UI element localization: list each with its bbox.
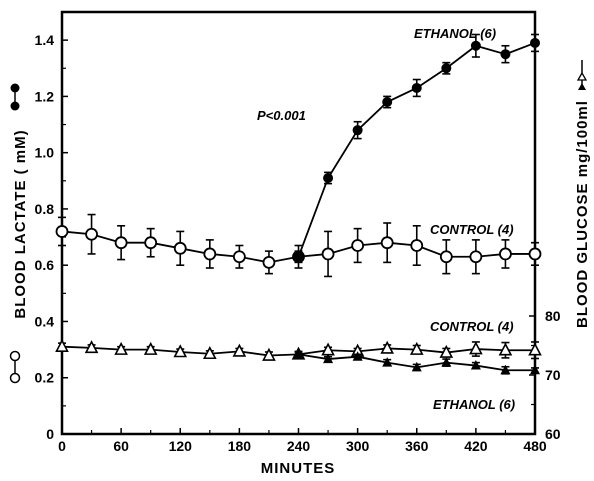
data-point	[380, 340, 395, 354]
series-1	[293, 33, 540, 264]
data-point	[382, 97, 393, 108]
series-3	[293, 348, 540, 375]
lactate-legend-open-bottom	[9, 372, 21, 384]
lactate-legend-open-top	[9, 350, 21, 362]
y-right-tick-label: 80	[545, 308, 561, 324]
glucose-legend-filled-triangle	[578, 83, 586, 90]
data-point	[293, 348, 304, 359]
annotation-ethanol-lactate: ETHANOL (6)	[414, 26, 496, 41]
data-point	[439, 344, 454, 358]
x-tick-label: 240	[287, 438, 311, 454]
lactate-legend-filled-bottom	[10, 101, 20, 111]
glucose-legend-open-triangle	[576, 71, 588, 81]
x-tick-label: 480	[523, 438, 547, 454]
data-point	[411, 361, 422, 372]
data-point	[85, 227, 98, 241]
annotation-control-glucose: CONTROL (4)	[430, 319, 514, 334]
data-point	[321, 342, 335, 356]
data-point	[500, 364, 511, 375]
y-right-tick-label: 70	[545, 367, 561, 383]
y-right-tick-label: 60	[545, 426, 561, 442]
x-tick-label: 0	[58, 438, 66, 454]
series-layer	[55, 33, 542, 375]
x-tick-label: 180	[228, 438, 252, 454]
y-left-tick-label: 0.4	[35, 313, 55, 329]
y-right-ticks: 60 70 80	[529, 308, 561, 442]
lactate-legend-marker	[9, 83, 21, 384]
y-left-tick-label: 1.0	[35, 145, 55, 161]
data-point	[144, 236, 158, 250]
data-point	[143, 341, 158, 355]
data-point	[351, 239, 365, 252]
data-point	[114, 236, 128, 250]
data-point	[232, 343, 247, 357]
data-point	[469, 250, 483, 264]
y-left-axis-title: BLOOD LACTATE ( mM)	[12, 129, 29, 318]
data-point	[114, 341, 128, 355]
x-tick-label: 60	[113, 438, 129, 454]
data-point	[498, 342, 513, 356]
data-point	[411, 82, 422, 93]
y-left-tick-label: 0.6	[35, 257, 55, 273]
data-point	[352, 125, 363, 136]
annotation-control-lactate: CONTROL (4)	[430, 222, 514, 237]
data-point	[262, 255, 276, 269]
x-tick-label: 300	[346, 438, 370, 454]
data-point	[323, 172, 334, 183]
y-left-tick-label: 0.8	[35, 201, 55, 217]
x-tick-label: 360	[405, 438, 429, 454]
data-point	[410, 239, 424, 252]
data-point	[469, 341, 483, 355]
x-tick-label: 420	[464, 438, 488, 454]
x-tick-label: 120	[169, 438, 193, 454]
data-point	[499, 247, 512, 261]
data-point	[262, 347, 276, 361]
data-point	[470, 360, 481, 370]
y-left-ticks: 0 0.2 0.4 0.6 0.8 1.0 1.2 1.4	[35, 11, 68, 442]
data-point	[323, 353, 334, 364]
data-point	[530, 364, 540, 375]
data-point	[203, 247, 217, 261]
data-point	[380, 236, 394, 250]
annotation-ethanol-glucose: ETHANOL (6)	[433, 397, 515, 412]
data-point	[439, 250, 453, 264]
data-point	[173, 344, 188, 358]
data-point	[500, 49, 511, 60]
y-left-tick-label: 0.2	[35, 370, 55, 386]
data-point	[441, 63, 452, 74]
glucose-legend-marker	[576, 60, 588, 90]
y-right-axis-title: BLOOD GLUCOSE mg/100ml	[574, 100, 591, 328]
data-point	[55, 225, 69, 238]
x-ticks: 0 60 120 180 240 300 360 420 480	[58, 428, 547, 454]
data-point	[293, 251, 304, 262]
data-point	[382, 357, 393, 367]
y-right-axis-title-text: BLOOD GLUCOSE mg/100ml	[574, 100, 591, 328]
data-point	[232, 250, 246, 264]
y-left-tick-label: 0	[46, 426, 54, 442]
data-point	[530, 37, 540, 48]
annotation-p-value: P<0.001	[257, 108, 306, 123]
data-point	[55, 338, 69, 352]
y-left-tick-label: 1.2	[35, 88, 55, 104]
lactate-legend-filled-top	[10, 83, 20, 93]
data-point	[173, 241, 187, 255]
data-point	[470, 40, 481, 51]
data-point	[441, 357, 452, 367]
y-left-axis-title-text: BLOOD LACTATE ( mM)	[12, 129, 29, 318]
data-point	[321, 247, 335, 261]
y-left-tick-label: 1.4	[35, 32, 55, 48]
data-point	[528, 247, 542, 261]
data-point	[409, 341, 424, 355]
data-point	[528, 342, 542, 356]
data-point	[202, 346, 217, 360]
x-axis-title: MINUTES	[261, 460, 336, 477]
data-point	[352, 351, 363, 361]
data-point	[84, 340, 99, 354]
